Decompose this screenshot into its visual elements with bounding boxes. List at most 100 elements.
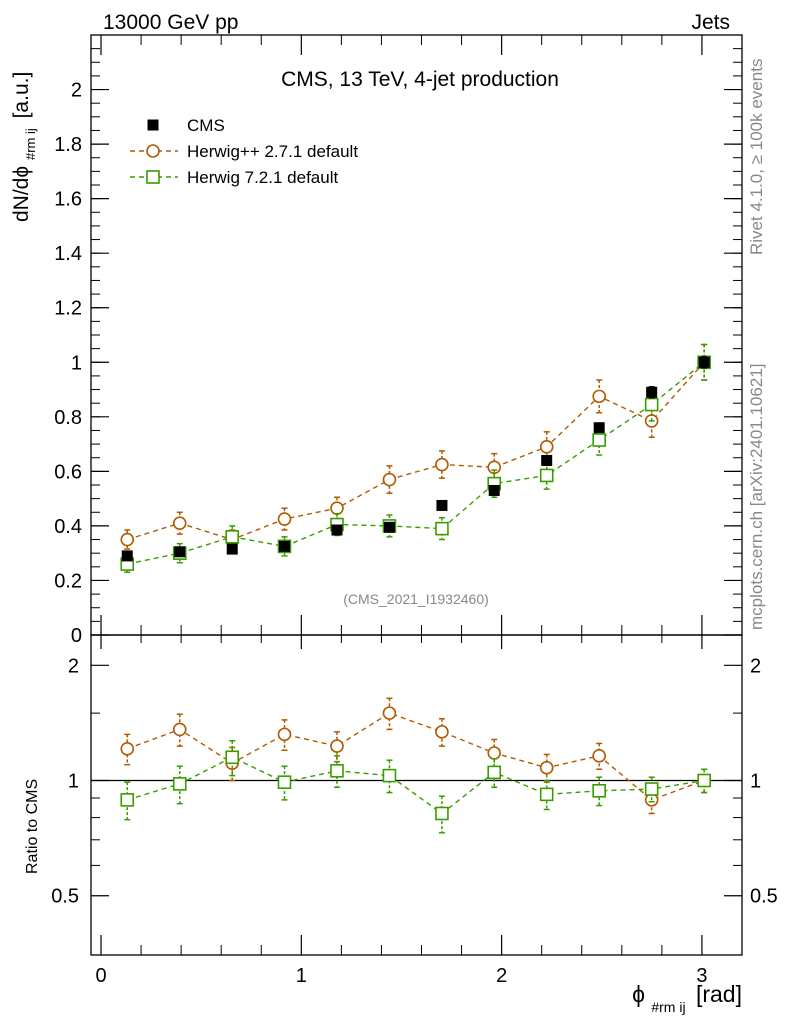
ratio-open-circle (120, 697, 711, 815)
y-tick-label: 1.4 (54, 243, 82, 265)
y-tick-label: 0.8 (54, 407, 82, 429)
x-axis-label-main: ϕ (632, 981, 645, 1007)
data-point (436, 499, 448, 511)
ratio-panel-frame (90, 634, 743, 956)
data-point (146, 170, 160, 184)
data-point (382, 706, 397, 720)
legend-entry: Herwig++ 2.7.1 default (130, 142, 358, 161)
data-point (330, 739, 344, 753)
ratio-tick-label-right: 2 (750, 655, 761, 677)
data-point (487, 765, 502, 780)
y-tick-label: 0.6 (54, 461, 82, 483)
x-tick-label: 1 (296, 965, 307, 987)
ratio-line (127, 712, 705, 801)
data-point (120, 793, 135, 807)
data-point (147, 119, 159, 131)
y-axis-label-sub: #rm ij (23, 128, 38, 160)
data-point (646, 386, 658, 398)
data-point (435, 521, 449, 536)
mcplots-label: mcplots.cern.ch [arXiv:2401.10621] (747, 364, 766, 630)
series-open-circle (120, 343, 711, 550)
data-point (644, 782, 659, 796)
data-point (592, 389, 606, 404)
axis-ticks: 0 1 2 3 0 0.2 0.4 0.6 0.8 1 1.2 1.4 1.6 1.8 2 0.5 0.5 1 1 2… (51, 34, 778, 987)
data-point (539, 468, 554, 483)
data-point (225, 530, 240, 544)
data-point (697, 773, 711, 788)
y-tick-label: 1.2 (54, 298, 82, 320)
analysis-id: (CMS_2021_I1932460) (343, 591, 489, 607)
data-point (277, 512, 292, 526)
y-axis-label: dN/dϕ #rm ij [a.u.] (10, 72, 40, 222)
data-point (435, 806, 449, 821)
header-category: Jets (691, 11, 730, 34)
header-collision: 13000 GeV pp (103, 11, 238, 34)
y-tick-label: 0.2 (54, 570, 82, 592)
data-point (331, 524, 343, 536)
data-point (488, 484, 500, 496)
rivet-label: Rivet 4.1.0, ≥ 100k events (747, 59, 766, 255)
main-series (120, 343, 711, 574)
data-point (278, 540, 290, 552)
data-point (592, 749, 606, 763)
legend-entry: CMS (147, 116, 225, 135)
x-axis-label: ϕ #rm ij [rad] (632, 981, 742, 1017)
ratio-line (127, 756, 705, 815)
data-point (541, 454, 553, 466)
data-point (593, 422, 605, 434)
x-tick-label: 3 (696, 965, 707, 987)
data-point (225, 750, 240, 765)
ratio-tick-label: 2 (68, 655, 79, 677)
y-tick-label: 1 (71, 352, 82, 374)
data-point (330, 501, 344, 515)
data-point (539, 787, 554, 802)
y-tick-label: 1.8 (54, 134, 82, 156)
series-line (127, 361, 705, 565)
data-point (172, 777, 187, 791)
data-point (383, 521, 395, 533)
chart-title: CMS, 13 TeV, 4-jet production (281, 68, 559, 91)
data-point (121, 550, 133, 562)
data-point (330, 764, 344, 778)
data-point (539, 440, 554, 454)
x-axis-label-unit: [rad] (696, 981, 742, 1007)
data-point (146, 144, 160, 158)
ratio-tick-label-right: 1 (750, 771, 761, 793)
data-point (382, 768, 397, 783)
x-axis-label-sub: #rm ij (651, 999, 685, 1015)
data-point (382, 472, 397, 487)
y-axis-label-main: dN/dϕ (10, 166, 33, 222)
y-tick-label: 0 (71, 625, 82, 647)
data-point (172, 722, 187, 737)
legend: CMS Herwig++ 2.7.1 default Herwig 7.2.1 de… (130, 116, 358, 187)
legend-entry: Herwig 7.2.1 default (130, 168, 338, 187)
data-point (592, 433, 606, 447)
data-point (277, 775, 292, 789)
data-point (698, 356, 710, 368)
x-tick-label: 2 (496, 965, 507, 987)
data-point (172, 516, 187, 530)
legend-label: Herwig 7.2.1 default (187, 168, 338, 187)
data-point (120, 742, 135, 756)
data-point (174, 546, 186, 558)
ratio-y-label: Ratio to CMS (24, 779, 41, 874)
data-point (644, 397, 659, 412)
legend-label: CMS (187, 116, 225, 135)
data-point (487, 746, 502, 760)
x-tick-label: 0 (95, 965, 106, 987)
series-filled-square (121, 356, 710, 562)
data-point (435, 457, 449, 472)
series-line (127, 361, 705, 541)
y-tick-label: 0.4 (54, 516, 82, 538)
data-point (435, 725, 449, 739)
ratio-series (120, 697, 711, 834)
ratio-open-square (120, 740, 711, 834)
y-tick-label: 2 (71, 80, 82, 102)
y-axis-label-unit: [a.u.] (10, 72, 33, 119)
ratio-tick-label: 1 (68, 771, 79, 793)
data-point (226, 543, 238, 555)
ratio-tick-label-right: 0.5 (750, 886, 778, 908)
y-tick-label: 1.6 (54, 189, 82, 211)
data-point (592, 783, 606, 798)
